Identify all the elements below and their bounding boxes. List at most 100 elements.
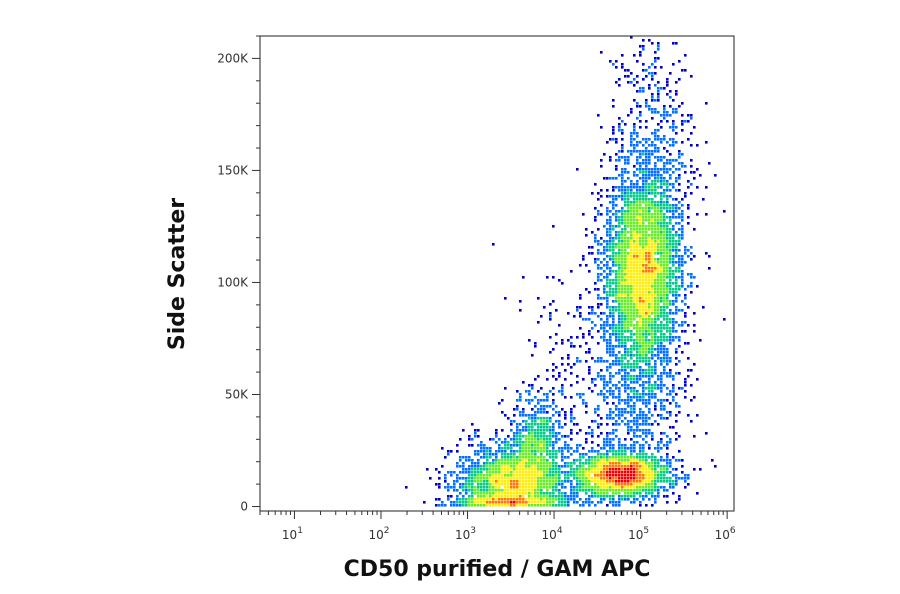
- data-point: [618, 351, 621, 354]
- data-point: [582, 486, 585, 489]
- data-point: [513, 477, 516, 480]
- data-point: [621, 207, 624, 210]
- data-point: [636, 354, 639, 357]
- data-point: [690, 183, 693, 186]
- data-point: [651, 234, 654, 237]
- data-point: [612, 309, 615, 312]
- data-point: [633, 300, 636, 303]
- data-point: [498, 465, 501, 468]
- data-point: [648, 282, 651, 285]
- data-point: [549, 441, 552, 444]
- data-point: [624, 423, 627, 426]
- data-point: [681, 141, 684, 144]
- data-point: [492, 504, 495, 507]
- data-point: [510, 489, 513, 492]
- data-point: [495, 504, 498, 507]
- data-point: [639, 489, 642, 492]
- data-point: [603, 456, 606, 459]
- data-point: [546, 480, 549, 483]
- data-point: [609, 345, 612, 348]
- data-point: [510, 456, 513, 459]
- data-point: [486, 498, 489, 501]
- data-point: [639, 255, 642, 258]
- data-point: [681, 330, 684, 333]
- data-point: [654, 363, 657, 366]
- data-point: [636, 141, 639, 144]
- data-point: [675, 309, 678, 312]
- data-point: [684, 477, 687, 480]
- x-tick-label: 106: [715, 526, 736, 542]
- data-point: [666, 189, 669, 192]
- data-point: [504, 414, 507, 417]
- data-point: [669, 438, 672, 441]
- data-point: [534, 411, 537, 414]
- data-point: [624, 279, 627, 282]
- data-point: [609, 363, 612, 366]
- data-point: [666, 459, 669, 462]
- data-point: [552, 495, 555, 498]
- data-point: [660, 315, 663, 318]
- data-point: [603, 324, 606, 327]
- data-point: [645, 99, 648, 102]
- data-point: [693, 276, 696, 279]
- data-point: [585, 438, 588, 441]
- data-point: [648, 351, 651, 354]
- data-point: [672, 99, 675, 102]
- data-point: [519, 462, 522, 465]
- data-point: [579, 429, 582, 432]
- data-point: [708, 255, 711, 258]
- data-point: [681, 321, 684, 324]
- data-point: [543, 471, 546, 474]
- data-point: [630, 465, 633, 468]
- data-point: [549, 456, 552, 459]
- data-point: [492, 471, 495, 474]
- data-point: [519, 468, 522, 471]
- data-point: [606, 267, 609, 270]
- data-point: [573, 501, 576, 504]
- data-point: [651, 264, 654, 267]
- data-point: [654, 270, 657, 273]
- data-point: [648, 138, 651, 141]
- data-point: [516, 459, 519, 462]
- data-point: [663, 225, 666, 228]
- data-point: [681, 237, 684, 240]
- data-point: [606, 441, 609, 444]
- data-point: [669, 360, 672, 363]
- data-point: [615, 372, 618, 375]
- data-point: [564, 441, 567, 444]
- data-point: [630, 249, 633, 252]
- data-point: [519, 489, 522, 492]
- data-point: [660, 237, 663, 240]
- data-point: [630, 429, 633, 432]
- data-point: [480, 501, 483, 504]
- data-point: [546, 369, 549, 372]
- data-point: [672, 243, 675, 246]
- data-point: [609, 438, 612, 441]
- data-point: [681, 198, 684, 201]
- data-point: [666, 495, 669, 498]
- data-point: [633, 150, 636, 153]
- data-point: [513, 453, 516, 456]
- data-point: [693, 255, 696, 258]
- data-point: [564, 465, 567, 468]
- data-point: [642, 177, 645, 180]
- data-point: [651, 351, 654, 354]
- data-point: [636, 465, 639, 468]
- data-point: [654, 369, 657, 372]
- data-point: [705, 141, 708, 144]
- data-point: [477, 468, 480, 471]
- data-point: [663, 252, 666, 255]
- data-point: [495, 462, 498, 465]
- data-point: [642, 315, 645, 318]
- data-point: [657, 207, 660, 210]
- data-point: [588, 465, 591, 468]
- data-point: [528, 477, 531, 480]
- data-point: [579, 504, 582, 507]
- data-point: [579, 264, 582, 267]
- data-point: [561, 498, 564, 501]
- data-point: [654, 213, 657, 216]
- data-point: [546, 474, 549, 477]
- data-point: [507, 459, 510, 462]
- data-point: [675, 357, 678, 360]
- data-point: [651, 270, 654, 273]
